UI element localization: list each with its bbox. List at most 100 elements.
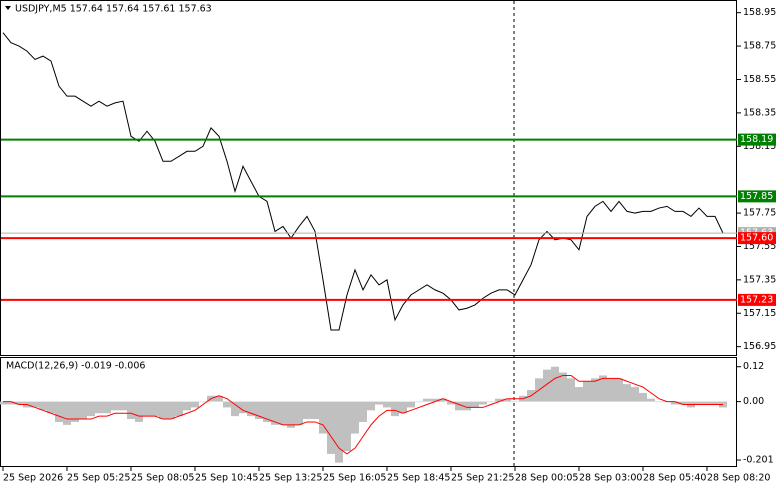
y-tick-label: 158.95: [743, 7, 776, 18]
macd-bar: [103, 401, 111, 414]
x-tick-label: 28 Sep 00:05: [515, 473, 578, 484]
level-label-box: [738, 190, 776, 203]
macd-bar: [55, 401, 63, 422]
macd-bar: [191, 401, 199, 408]
macd-bar: [127, 401, 135, 420]
y-tick-label: 157.15: [743, 308, 776, 319]
x-tick-label: 25 Sep 10:45: [195, 473, 258, 484]
macd-bar: [303, 401, 311, 420]
x-tick-label: 25 Sep 05:25: [67, 473, 130, 484]
macd-bar: [559, 372, 567, 402]
macd-bar: [159, 401, 167, 420]
macd-bar: [263, 401, 271, 422]
macd-bar: [431, 398, 439, 402]
x-tick-label: 25 Sep 18:45: [387, 473, 450, 484]
macd-bar: [647, 398, 655, 402]
x-tick-label: 25 Sep 08:05: [131, 473, 194, 484]
level-label-box: [738, 232, 776, 245]
macd-bar: [255, 401, 263, 420]
macd-bar: [447, 401, 455, 405]
macd-bar: [455, 401, 463, 411]
y-tick-label: 158.55: [743, 74, 776, 85]
macd-bar: [335, 401, 343, 463]
macd-bar: [679, 401, 687, 405]
macd-bar: [47, 401, 55, 414]
macd-bar: [119, 401, 127, 411]
macd-bar: [503, 398, 511, 402]
macd-bar: [351, 401, 359, 434]
macd-bar: [287, 401, 295, 428]
macd-bar: [31, 401, 39, 408]
macd-bar: [607, 378, 615, 402]
y-tick-label: 158.75: [743, 41, 776, 52]
y-tick-label: 157.35: [743, 274, 776, 285]
macd-bar: [359, 401, 367, 422]
y-tick-label: 0.00: [743, 396, 764, 407]
macd-bar: [423, 398, 431, 402]
level-label: 158.19: [740, 134, 773, 145]
macd-bar: [671, 401, 679, 405]
macd-bar: [567, 378, 575, 402]
macd-bar: [711, 401, 719, 405]
macd-bar: [79, 401, 87, 420]
level-label-box: [738, 293, 776, 306]
x-tick-label: 25 Sep 16:05: [323, 473, 386, 484]
macd-bar: [615, 378, 623, 402]
y-tick-label: 157.55: [743, 241, 776, 252]
macd-bar: [311, 401, 319, 420]
macd-bar: [167, 401, 175, 420]
macd-frame: [0, 357, 737, 467]
x-tick-label: 25 Sep 21:25: [451, 473, 514, 484]
y-tick-label: 0.12: [743, 361, 764, 372]
macd-bar: [575, 387, 583, 402]
macd-bar: [199, 401, 207, 403]
macd-bar: [551, 366, 559, 402]
macd-bar: [391, 401, 399, 417]
macd-bar: [415, 401, 423, 403]
price-frame: [0, 0, 737, 356]
macd-bar: [111, 401, 119, 411]
chart-title: USDJPY,M5 157.64 157.64 157.61 157.63: [15, 4, 212, 15]
x-tick-label: 28 Sep 05:40: [643, 473, 706, 484]
macd-bar: [319, 401, 327, 434]
macd-bar: [87, 401, 95, 417]
x-tick-label: 25 Sep 13:25: [259, 473, 322, 484]
macd-bar: [703, 401, 711, 405]
macd-bar: [143, 401, 151, 417]
x-tick-label: 25 Sep 2026: [3, 473, 63, 484]
macd-bar: [343, 401, 351, 452]
macd-bar: [631, 387, 639, 402]
macd-bar: [495, 398, 503, 402]
level-label: 157.60: [740, 233, 773, 244]
macd-bar: [183, 401, 191, 411]
macd-bar: [439, 398, 447, 402]
macd-bar: [175, 401, 183, 417]
macd-bar: [271, 401, 279, 425]
macd-bar: [511, 401, 519, 403]
y-tick-label: 158.35: [743, 107, 776, 118]
level-label-box: [738, 133, 776, 146]
macd-bar: [7, 401, 15, 405]
macd-bar: [63, 401, 71, 425]
macd-bar: [327, 401, 335, 454]
macd-title: MACD(12,26,9) -0.019 -0.006: [6, 361, 145, 372]
macd-bar: [0, 401, 7, 405]
y-tick-label: 158.15: [743, 141, 776, 152]
y-tick-label: -0.201: [743, 455, 774, 466]
macd-bar: [655, 401, 663, 403]
y-tick-label: 156.95: [743, 341, 776, 352]
macd-bar: [215, 395, 223, 402]
level-label: 157.23: [740, 294, 773, 305]
macd-bar: [639, 392, 647, 402]
macd-bar: [471, 401, 479, 408]
x-tick-label: 28 Sep 03:00: [579, 473, 642, 484]
macd-bar: [239, 401, 247, 414]
signal-line: [3, 374, 723, 455]
macd-bar: [383, 401, 391, 408]
collapse-icon: [5, 6, 11, 10]
macd-bar: [375, 401, 383, 405]
x-tick-label: 28 Sep 08:20: [707, 473, 770, 484]
macd-bar: [15, 401, 23, 405]
macd-bar: [231, 401, 239, 417]
